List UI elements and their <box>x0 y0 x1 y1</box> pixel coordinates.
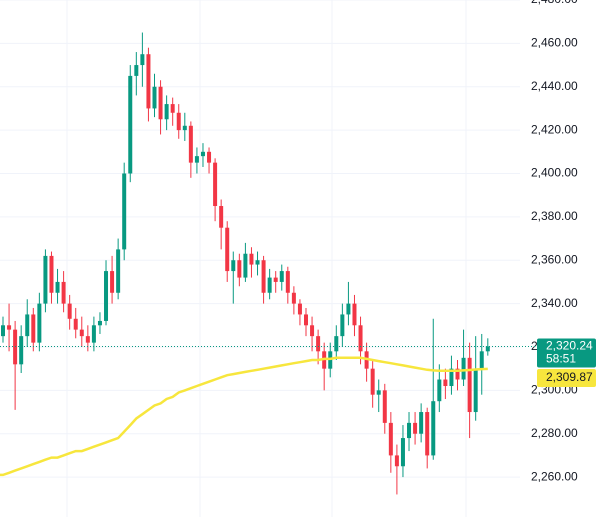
candle-body <box>194 156 199 163</box>
candle-body <box>104 271 109 321</box>
ma-value-box <box>537 368 596 387</box>
candle-body <box>352 303 357 326</box>
candle-body <box>13 329 18 365</box>
candle-body <box>176 112 181 131</box>
candle-body <box>382 390 387 423</box>
candle-body <box>128 75 133 174</box>
candle-body <box>461 357 466 380</box>
candle-body <box>25 314 30 337</box>
candle-body <box>467 357 472 413</box>
candle-body <box>225 227 230 272</box>
candle-body <box>431 401 436 456</box>
candle-body <box>334 336 339 352</box>
candle-body <box>200 151 205 157</box>
candle-body <box>437 379 442 402</box>
candle-body <box>43 255 48 304</box>
candle-body <box>219 206 224 228</box>
candle-body <box>170 104 175 113</box>
candle-body <box>110 271 115 293</box>
countdown-label: 58:51 <box>546 352 576 366</box>
candle-body <box>297 303 302 315</box>
candle-body <box>164 104 169 120</box>
candle-body <box>213 162 218 207</box>
candle-body <box>122 173 127 250</box>
candle-body <box>407 422 412 439</box>
candle-body <box>97 320 102 326</box>
candle-body <box>425 412 430 456</box>
moving-average-line <box>0 356 488 477</box>
candle-body <box>358 325 363 352</box>
candle-body <box>455 368 460 380</box>
y-tick-label: 2,360.00 <box>531 252 578 266</box>
candle-body <box>413 422 418 434</box>
candle-body <box>73 318 78 330</box>
candle-body <box>158 86 163 120</box>
candle-body <box>116 249 121 293</box>
candle-body <box>31 314 36 343</box>
candle-body <box>243 253 248 278</box>
candle-body <box>152 86 157 109</box>
candle-body <box>310 325 315 337</box>
candle-body <box>443 379 448 387</box>
candle-body <box>370 368 375 395</box>
time-grid <box>66 0 467 517</box>
y-tick-label: 2,380.00 <box>531 209 578 223</box>
candle-body <box>285 271 290 293</box>
candle-body <box>267 277 272 293</box>
candle-body <box>67 303 72 319</box>
candle-body <box>7 325 12 330</box>
candle-body <box>91 325 96 343</box>
y-tick-label: 2,420.00 <box>531 122 578 136</box>
y-tick-label: 2,280.00 <box>531 426 578 440</box>
candle-body <box>394 455 399 467</box>
candle-body <box>449 368 454 387</box>
candle-body <box>473 368 478 413</box>
candle-body <box>49 255 54 293</box>
candle-body <box>19 336 24 365</box>
y-tick-label: 2,440.00 <box>531 79 578 93</box>
candle-body <box>346 303 351 315</box>
candle-body <box>134 65 139 76</box>
candle-body <box>388 422 393 456</box>
y-tick-label: 2,460.00 <box>531 36 578 50</box>
candle-body <box>304 314 308 326</box>
candle-body <box>479 351 484 369</box>
candle-body <box>255 260 260 265</box>
candle-body <box>1 325 5 337</box>
candle-body <box>85 336 90 343</box>
candle-body <box>376 390 381 395</box>
candle-body <box>400 438 405 467</box>
candle-body <box>279 271 284 282</box>
candle-body <box>340 314 345 337</box>
candle-body <box>79 329 84 337</box>
candle-body <box>291 292 296 304</box>
candle-body <box>261 260 266 293</box>
candle-body <box>316 336 321 352</box>
candle-body <box>207 151 212 163</box>
last-price-label: 2,320.24 <box>546 339 593 353</box>
ma-value-label: 2,309.87 <box>546 370 593 384</box>
candle-body <box>237 260 242 278</box>
candle-body <box>485 346 490 352</box>
candle-body <box>231 260 236 272</box>
y-tick-label: 2,340.00 <box>531 296 578 310</box>
candle-body <box>61 281 66 304</box>
candle-body <box>37 303 42 343</box>
candle-body <box>140 54 145 66</box>
y-tick-label: 2,400.00 <box>531 166 578 180</box>
candle-body <box>249 253 254 265</box>
candle-body <box>273 277 278 282</box>
candle-body <box>182 125 187 131</box>
candle-body <box>419 412 424 434</box>
candle-body <box>146 54 151 109</box>
candle-body <box>188 125 193 163</box>
y-tick-label: 2,480.00 <box>531 0 578 6</box>
candle-body <box>55 281 60 293</box>
y-tick-label: 2,260.00 <box>531 469 578 483</box>
last-price-box <box>537 338 596 368</box>
